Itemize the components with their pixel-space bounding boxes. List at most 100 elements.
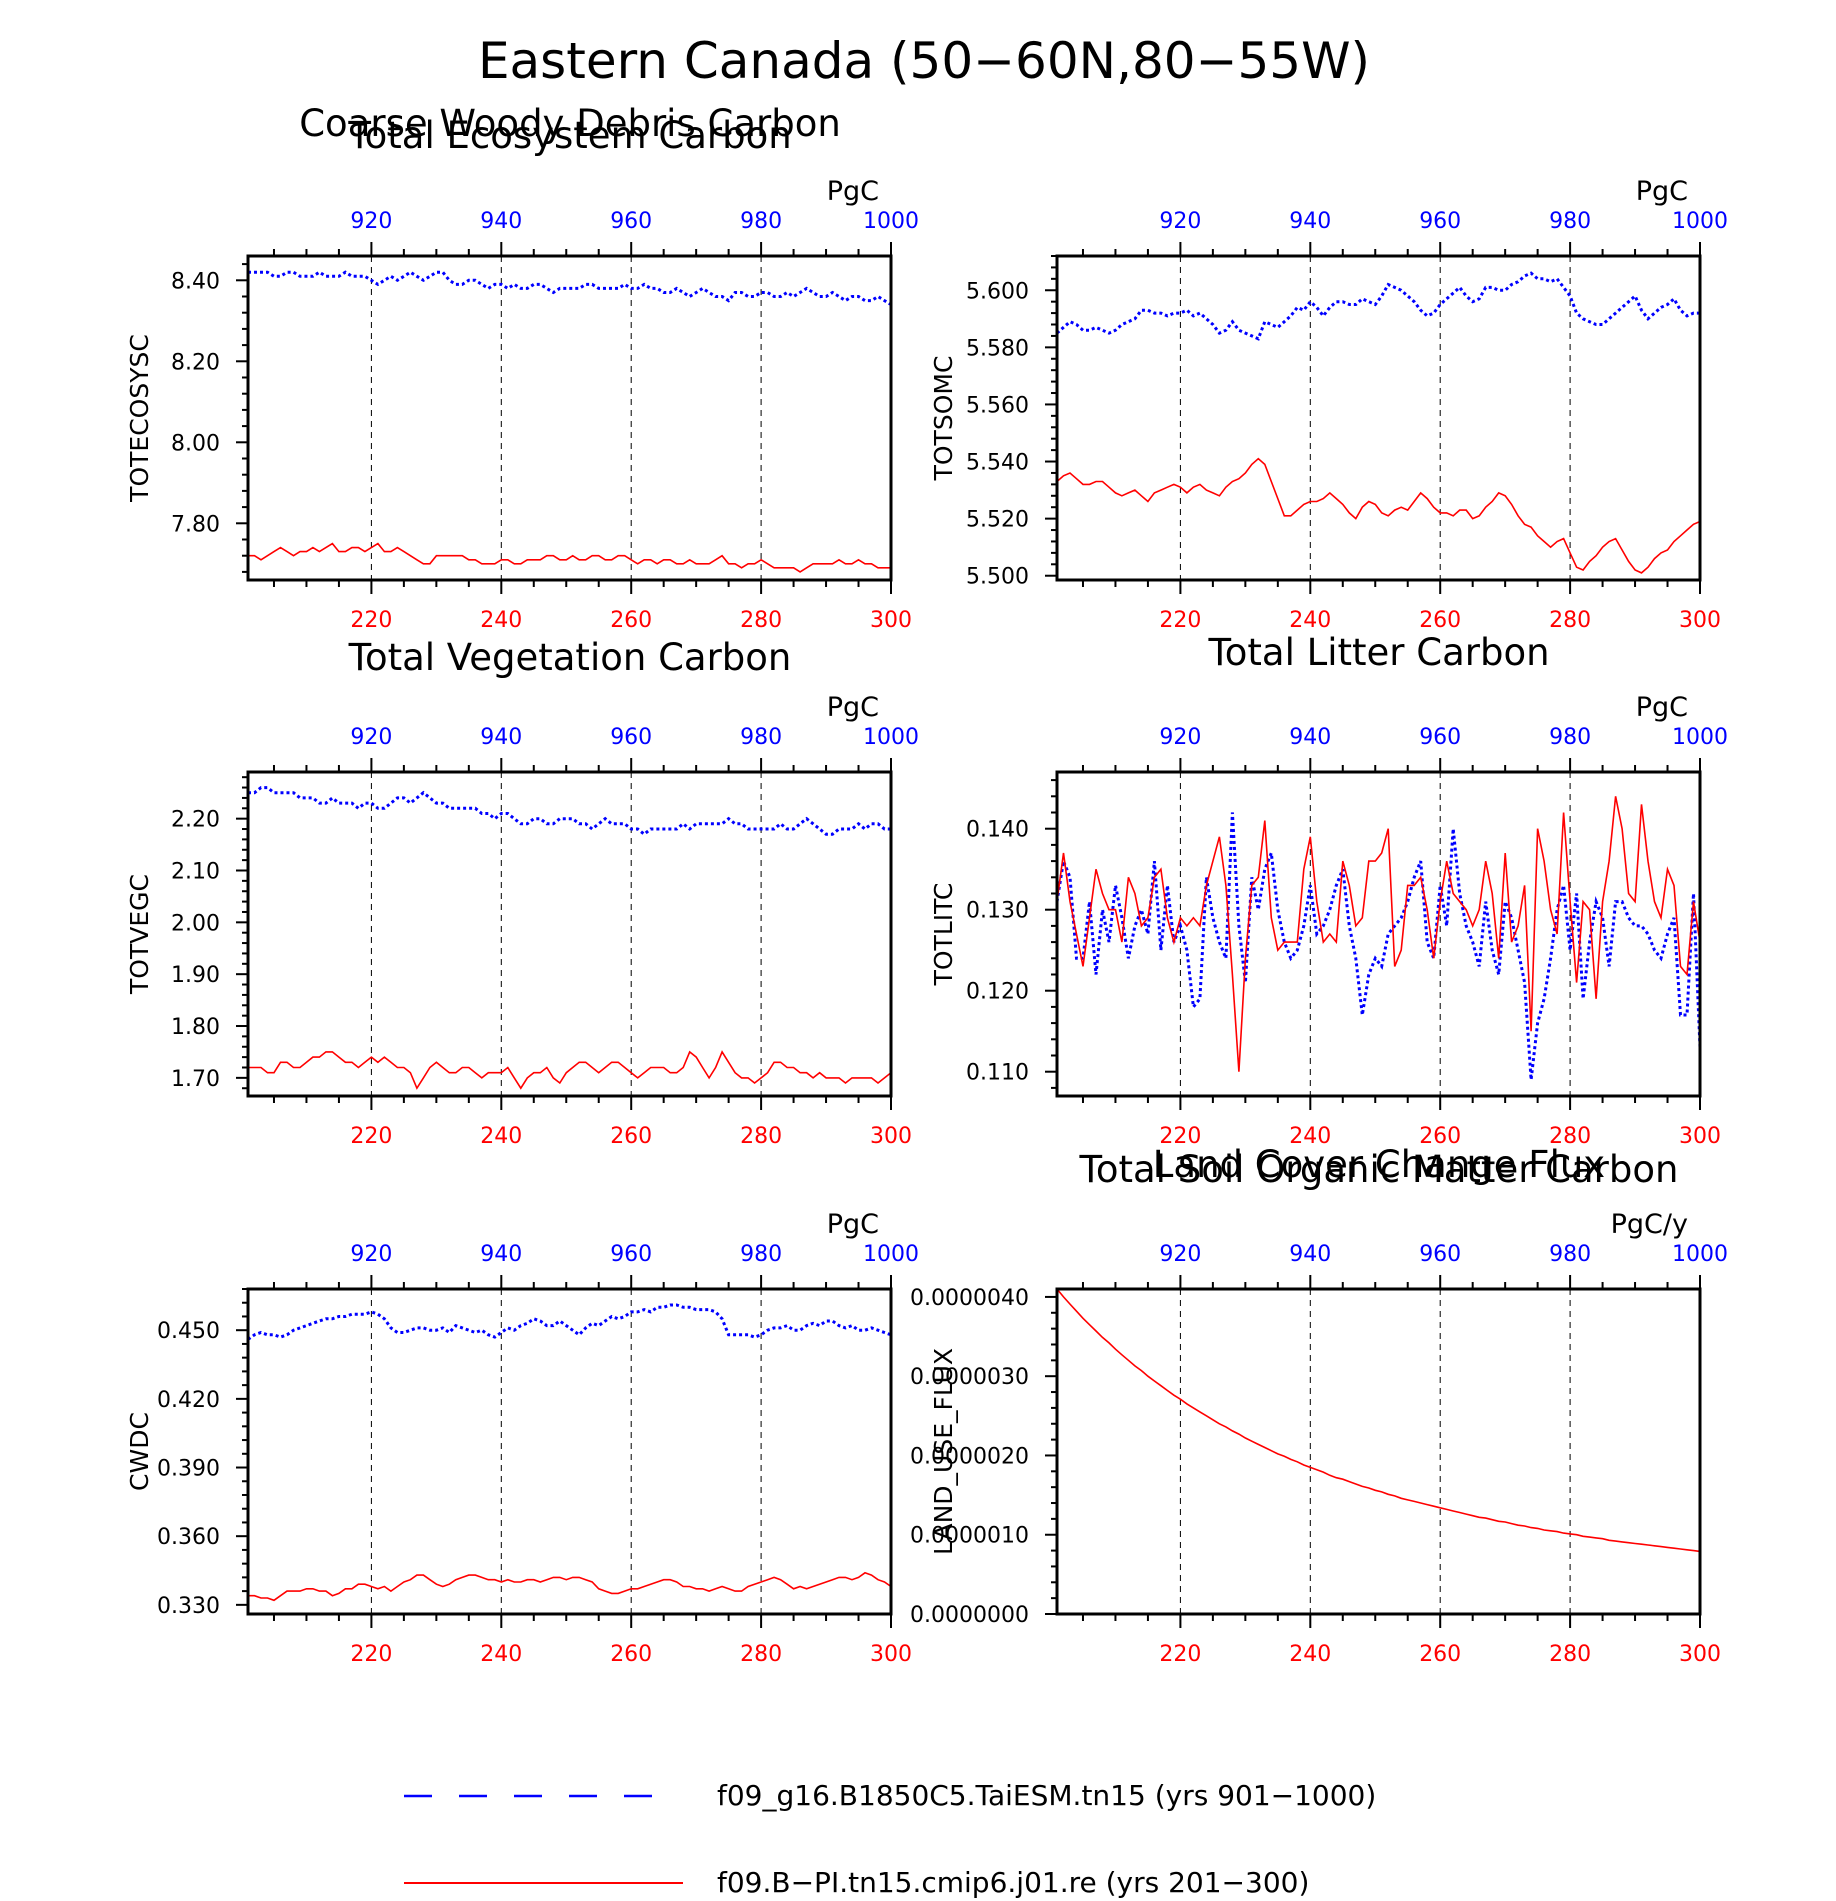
x-bottom-tick-label: 220 xyxy=(350,1642,392,1667)
x-bottom-tick-label: 280 xyxy=(740,1124,782,1149)
y-tick-label: 0.390 xyxy=(157,1457,220,1482)
series-a-line xyxy=(248,270,892,306)
y-tick-label: 1.90 xyxy=(171,963,220,988)
chart-panel-1: Total Ecosystem Carbon 7.80 8.00 8.20 8.40 TO… xyxy=(125,114,919,633)
x-top-tick-label: 920 xyxy=(350,1242,392,1267)
x-bottom-tick-label: 300 xyxy=(1679,1642,1721,1667)
y-tick-label: 0.120 xyxy=(966,980,1029,1005)
x-top-tick-label: 960 xyxy=(1419,209,1461,234)
x-bottom-tick-label: 260 xyxy=(610,1642,652,1667)
x-bottom-tick-label: 240 xyxy=(480,1642,522,1667)
x-top-tick-label: 940 xyxy=(480,209,522,234)
y-tick-label: 0.420 xyxy=(157,1388,220,1413)
x-bottom-tick-label: 280 xyxy=(740,1642,782,1667)
panel-title: Total Litter Carbon xyxy=(1207,631,1549,674)
y-axis-label: TOTVEGC xyxy=(125,874,154,995)
plot-frame xyxy=(246,770,893,1098)
x-bottom-tick-label: 220 xyxy=(1159,608,1201,633)
y-tick-label: 0.360 xyxy=(157,1525,220,1550)
y-tick-label: 8.20 xyxy=(171,350,220,375)
x-bottom-tick-label: 300 xyxy=(870,1642,912,1667)
series-a-line xyxy=(1055,812,1702,1080)
panel-title: Coarse Woody Debris Carbon xyxy=(299,102,841,145)
series-b-line xyxy=(1056,1288,1701,1553)
x-bottom-tick-label: 300 xyxy=(1679,608,1721,633)
y-tick-label: 2.10 xyxy=(171,859,220,884)
x-bottom-tick-label: 240 xyxy=(1289,608,1331,633)
x-bottom-tick-label: 300 xyxy=(870,1124,912,1149)
x-top-tick-label: 920 xyxy=(1159,725,1201,750)
y-tick-label: 2.20 xyxy=(171,808,220,833)
y-tick-label: 0.140 xyxy=(966,818,1029,843)
y-tick-label: 7.80 xyxy=(171,512,220,537)
series-b-line xyxy=(248,1571,892,1602)
y-tick-label: 0.450 xyxy=(157,1319,220,1344)
x-top-tick-label: 960 xyxy=(1419,1242,1461,1267)
x-top-tick-label: 1000 xyxy=(863,725,919,750)
series-a-line xyxy=(1056,271,1700,341)
x-bottom-tick-label: 240 xyxy=(480,608,522,633)
chart-panel-4: Total Litter Carbon 0.110 0.120 0.130 0.140 T… xyxy=(929,631,1728,1149)
plot-frame xyxy=(1055,1287,1702,1616)
series-b-line xyxy=(1056,796,1701,1072)
y-axis-label: TOTSOMC xyxy=(929,356,958,482)
unit-label: PgC xyxy=(827,692,879,723)
x-top-tick-label: 920 xyxy=(1159,209,1201,234)
y-axis-label: TOTLITC xyxy=(929,883,958,987)
x-top-tick-label: 920 xyxy=(350,725,392,750)
x-bottom-tick-label: 260 xyxy=(1419,608,1461,633)
legend-label-series-a: f09_g16.B1850C5.TaiESM.tn15 (yrs 901−100… xyxy=(717,1779,1376,1812)
y-tick-label: 5.500 xyxy=(966,565,1029,590)
y-tick-label: 2.00 xyxy=(171,911,220,936)
x-top-tick-label: 960 xyxy=(610,209,652,234)
series-b-line xyxy=(248,1050,892,1090)
y-tick-label: 0.130 xyxy=(966,899,1029,924)
y-tick-label: 0.110 xyxy=(966,1061,1029,1086)
y-tick-label: 5.560 xyxy=(966,393,1029,418)
x-bottom-tick-label: 260 xyxy=(610,608,652,633)
y-tick-label: 1.80 xyxy=(171,1015,220,1040)
x-top-tick-label: 920 xyxy=(1159,1242,1201,1267)
unit-label: PgC xyxy=(827,1209,879,1240)
y-tick-label: 0.0000020 xyxy=(910,1444,1029,1469)
y-tick-label: 0.0000000 xyxy=(910,1603,1029,1628)
x-bottom-tick-label: 280 xyxy=(740,608,782,633)
x-top-tick-label: 1000 xyxy=(1672,209,1728,234)
chart-panel-5: Coarse Woody Debris Carbon 0.330 0.360 0.39… xyxy=(125,102,919,1667)
plot-frame xyxy=(1055,254,1702,582)
x-top-tick-label: 940 xyxy=(480,725,522,750)
y-tick-label: 5.600 xyxy=(966,279,1029,304)
plot-frame xyxy=(246,1287,893,1616)
x-top-tick-label: 920 xyxy=(350,209,392,234)
x-top-tick-label: 940 xyxy=(1289,1242,1331,1267)
x-bottom-tick-label: 260 xyxy=(1419,1124,1461,1149)
unit-label: PgC/y xyxy=(1611,1209,1688,1240)
x-top-tick-label: 960 xyxy=(610,1242,652,1267)
legend: f09_g16.B1850C5.TaiESM.tn15 (yrs 901−100… xyxy=(404,1779,1376,1899)
chart-panel-2: Total Soil Organic Matter Carbon 5.500 5.5… xyxy=(929,176,1728,1191)
x-bottom-tick-label: 300 xyxy=(870,608,912,633)
y-tick-label: 8.40 xyxy=(171,269,220,294)
x-bottom-tick-label: 280 xyxy=(1549,1124,1591,1149)
x-bottom-tick-label: 240 xyxy=(1289,1124,1331,1149)
legend-label-series-b: f09.B−PI.tn15.cmip6.j01.re (yrs 201−300) xyxy=(717,1866,1309,1899)
series-b-line xyxy=(1056,457,1701,574)
x-top-tick-label: 940 xyxy=(1289,725,1331,750)
x-bottom-tick-label: 240 xyxy=(1289,1642,1331,1667)
panel-title: Total Soil Organic Matter Carbon xyxy=(1079,1148,1679,1191)
x-bottom-tick-label: 280 xyxy=(1549,1642,1591,1667)
x-bottom-tick-label: 300 xyxy=(1679,1124,1721,1149)
x-top-tick-label: 1000 xyxy=(863,209,919,234)
x-top-tick-label: 980 xyxy=(740,209,782,234)
unit-label: PgC xyxy=(827,176,879,207)
unit-label: PgC xyxy=(1636,176,1688,207)
y-tick-label: 1.70 xyxy=(171,1067,220,1092)
x-top-tick-label: 1000 xyxy=(863,1242,919,1267)
x-bottom-tick-label: 220 xyxy=(350,608,392,633)
series-a-line xyxy=(247,1303,892,1341)
x-bottom-tick-label: 240 xyxy=(480,1124,522,1149)
y-tick-label: 0.0000010 xyxy=(910,1524,1029,1549)
y-tick-label: 8.00 xyxy=(171,431,220,456)
panel-title: Land Cover Change Flux xyxy=(1153,1143,1605,1186)
